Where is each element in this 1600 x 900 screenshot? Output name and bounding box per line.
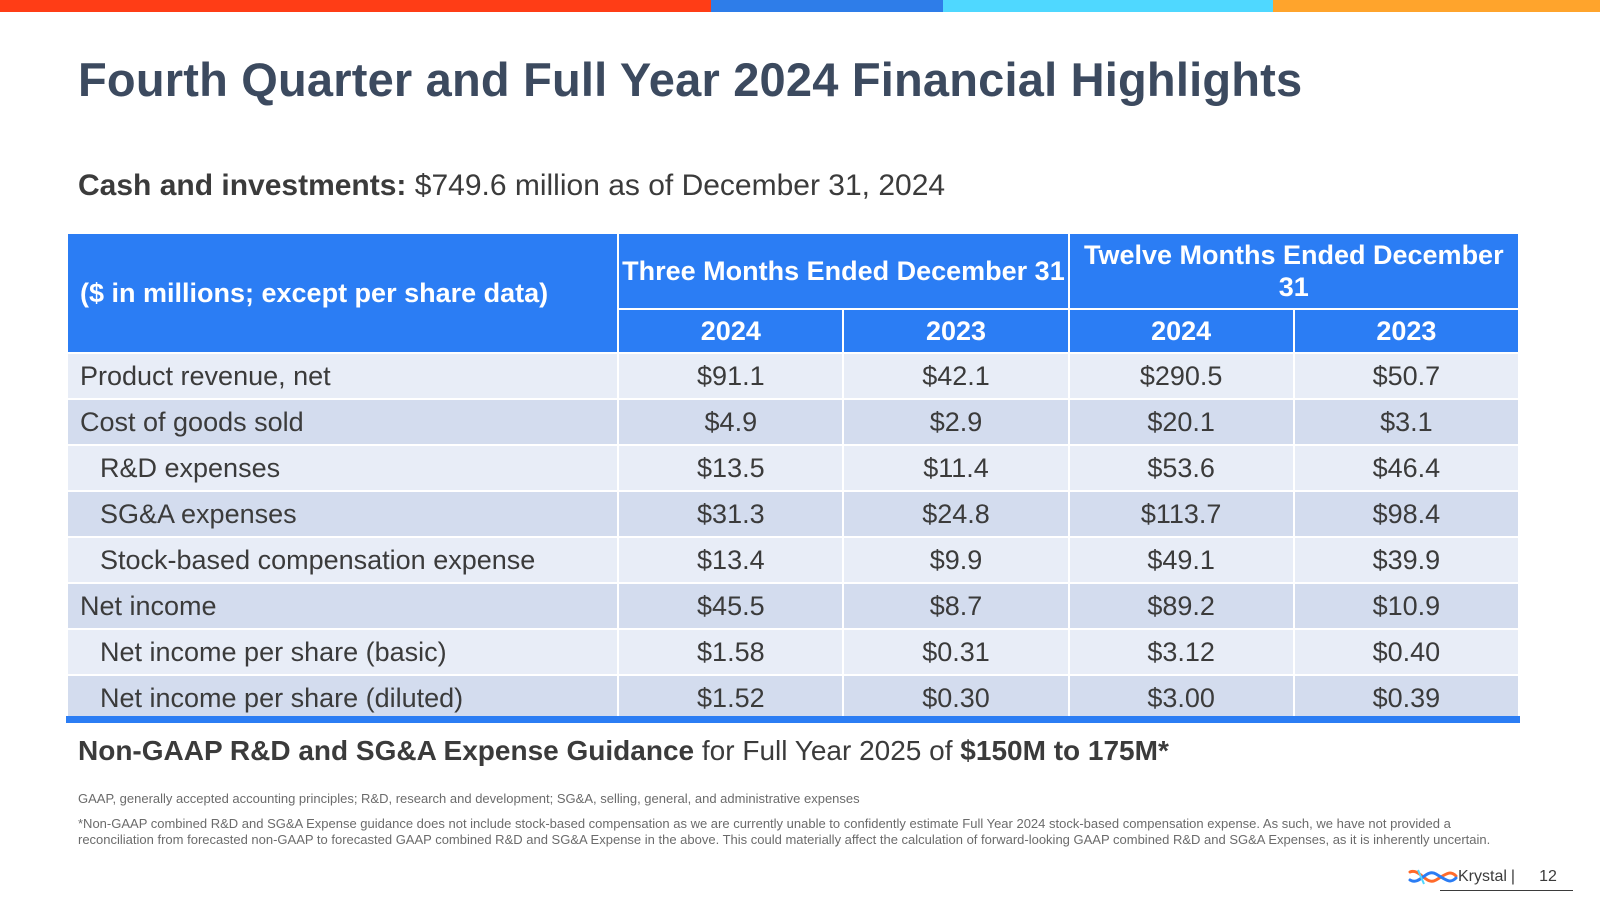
- table-cell: $53.6: [1067, 444, 1295, 492]
- cash-value: $749.6 million as of December 31, 2024: [414, 169, 946, 202]
- year-header: 2024: [617, 308, 845, 354]
- table-cell: $3.1: [1292, 398, 1521, 446]
- cash-label: Cash and investments:: [78, 169, 407, 202]
- row-label: Net income per share (basic): [65, 628, 620, 676]
- footer-brand: Krystal | 12: [1408, 864, 1557, 890]
- table-cell: $113.7: [1067, 490, 1295, 538]
- footnote-abbreviations: GAAP, generally accepted accounting prin…: [78, 791, 860, 806]
- table-cell: $46.4: [1292, 444, 1521, 492]
- top-bar-blue-segment: [711, 0, 943, 12]
- table-cell: $13.4: [617, 536, 845, 584]
- brand-name: Krystal: [1458, 868, 1507, 885]
- year-header: 2023: [842, 308, 1070, 354]
- table-cell: $11.4: [842, 444, 1070, 492]
- table-row: Product revenue, net $91.1 $42.1 $290.5 …: [65, 352, 1521, 400]
- table-row: R&D expenses $13.5 $11.4 $53.6 $46.4: [65, 444, 1521, 492]
- year-header: 2024: [1067, 308, 1295, 354]
- table-cell: $1.58: [617, 628, 845, 676]
- table-cell: $1.52: [617, 674, 845, 722]
- table-cell: $42.1: [842, 352, 1070, 400]
- row-label: Stock-based compensation expense: [65, 536, 620, 584]
- footer-underline: [1440, 890, 1573, 891]
- table-cell: $50.7: [1292, 352, 1521, 400]
- page-title: Fourth Quarter and Full Year 2024 Financ…: [78, 53, 1303, 106]
- table-row: Net income per share (diluted) $1.52 $0.…: [65, 674, 1521, 722]
- row-label: Product revenue, net: [65, 352, 620, 400]
- top-bar-cyan-segment: [943, 0, 1273, 12]
- table-cell: $4.9: [617, 398, 845, 446]
- top-bar-red-segment: [0, 0, 711, 12]
- year-header: 2023: [1292, 308, 1521, 354]
- row-label: Net income: [65, 582, 620, 630]
- table-cell: $3.12: [1067, 628, 1295, 676]
- table-cell: $8.7: [842, 582, 1070, 630]
- table-row: SG&A expenses $31.3 $24.8 $113.7 $98.4: [65, 490, 1521, 538]
- table-cell: $89.2: [1067, 582, 1295, 630]
- table-cell: $10.9: [1292, 582, 1521, 630]
- table-cell: $49.1: [1067, 536, 1295, 584]
- table-row: Net income $45.5 $8.7 $89.2 $10.9: [65, 582, 1521, 630]
- table-cell: $0.30: [842, 674, 1070, 722]
- table-row: Net income per share (basic) $1.58 $0.31…: [65, 628, 1521, 676]
- page-number: 12: [1539, 868, 1557, 885]
- table-cell: $24.8: [842, 490, 1070, 538]
- group-header-twelve-months: Twelve Months Ended December 31: [1067, 232, 1521, 310]
- table-cell: $39.9: [1292, 536, 1521, 584]
- section-divider: [66, 716, 1520, 723]
- footer-separator: |: [1510, 868, 1516, 885]
- row-label: Cost of goods sold: [65, 398, 620, 446]
- table-cell: $9.9: [842, 536, 1070, 584]
- table-label-header: ($ in millions; except per share data): [65, 232, 620, 354]
- guidance-value: $150M to 175M*: [960, 735, 1169, 766]
- krystal-logo-icon: [1408, 869, 1458, 885]
- footnote-guidance: *Non-GAAP combined R&D and SG&A Expense …: [78, 816, 1491, 847]
- table-row: Cost of goods sold $4.9 $2.9 $20.1 $3.1: [65, 398, 1521, 446]
- table-cell: $45.5: [617, 582, 845, 630]
- guidance-middle: for Full Year 2025 of: [694, 735, 961, 766]
- table-cell: $31.3: [617, 490, 845, 538]
- group-header-three-months: Three Months Ended December 31: [617, 232, 1070, 310]
- top-color-bar: [0, 0, 1600, 12]
- table-cell: $2.9: [842, 398, 1070, 446]
- table-cell: $0.39: [1292, 674, 1521, 722]
- row-label: SG&A expenses: [65, 490, 620, 538]
- guidance-label: Non-GAAP R&D and SG&A Expense Guidance: [78, 735, 695, 766]
- row-label: R&D expenses: [65, 444, 620, 492]
- table-cell: $20.1: [1067, 398, 1295, 446]
- table-cell: $91.1: [617, 352, 845, 400]
- table-cell: $0.31: [842, 628, 1070, 676]
- table-cell: $0.40: [1292, 628, 1521, 676]
- top-bar-orange-segment: [1273, 0, 1600, 12]
- guidance-line: Non-GAAP R&D and SG&A Expense Guidance f…: [78, 735, 1169, 767]
- table-cell: $13.5: [617, 444, 845, 492]
- table-cell: $3.00: [1067, 674, 1295, 722]
- table-row: Stock-based compensation expense $13.4 $…: [65, 536, 1521, 584]
- table-cell: $98.4: [1292, 490, 1521, 538]
- financial-highlights-table: ($ in millions; except per share data) T…: [65, 232, 1521, 722]
- cash-line: Cash and investments: $749.6 million as …: [78, 169, 945, 203]
- table-cell: $290.5: [1067, 352, 1295, 400]
- row-label: Net income per share (diluted): [65, 674, 620, 722]
